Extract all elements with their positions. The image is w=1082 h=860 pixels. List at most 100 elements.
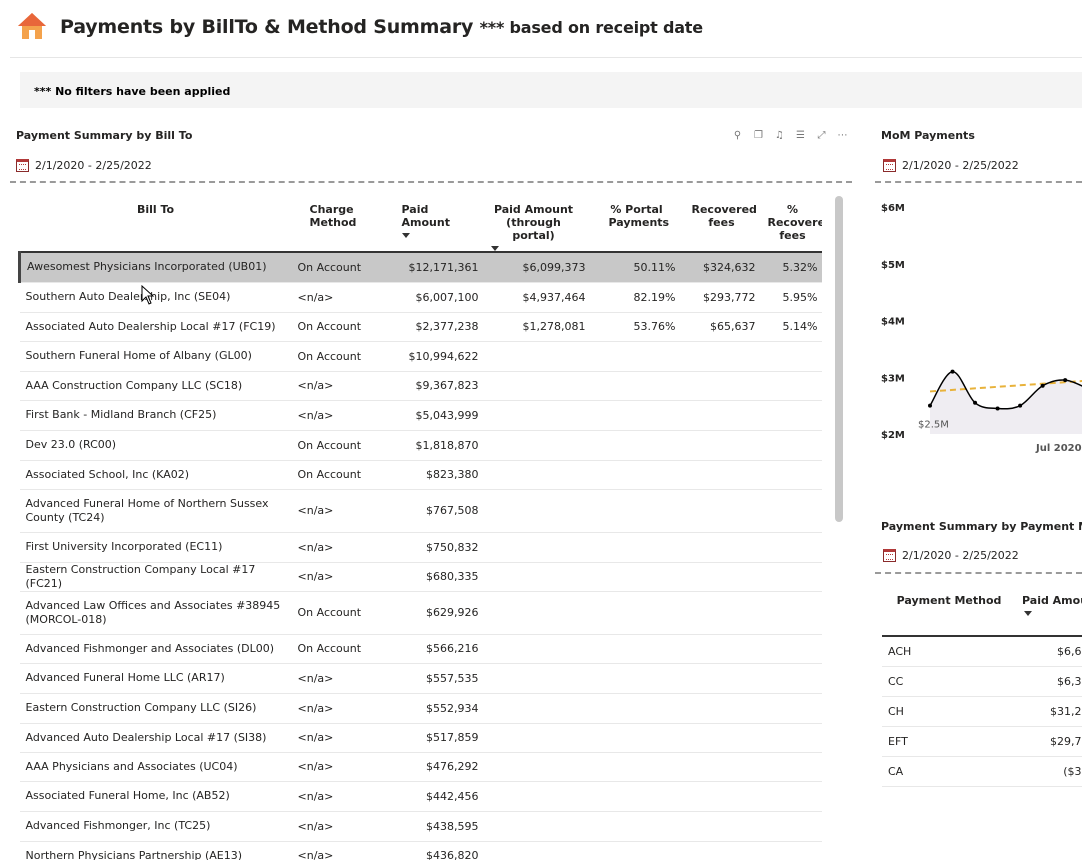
cell-pct-recovered [761,341,822,372]
cell-recovered [681,341,762,372]
cell-bill-to: Eastern Construction Company LLC (SI26) [19,693,292,724]
cell-method: On Account [291,252,384,283]
cell-bill-to: Associated School, Inc (KA02) [19,460,292,490]
cell-pct-portal [591,634,682,664]
table-row[interactable]: Northern Physicians Partnership (AE13) <n… [19,841,822,860]
data-point[interactable] [1063,378,1068,383]
data-point[interactable] [995,406,1000,411]
table-row[interactable]: AAA Physicians and Associates (UC04) <n/a… [19,752,822,782]
data-point[interactable] [1018,403,1023,408]
table-row[interactable]: Awesomest Physicians Incorporated (UB01)… [18,252,822,283]
cell-bill-to: Northern Physicians Partnership (AE13) [19,841,292,860]
cell-pct-portal [591,562,682,592]
cell-method: <n/a> [291,841,384,860]
table-row[interactable]: Eastern Construction Company LLC (SI26) <… [19,693,822,724]
table-row[interactable]: EFT$29,707,6 [882,726,1082,757]
cell-method: <n/a> [291,282,384,313]
bill-to-table: Bill To Charge Method Paid Amount Paid A… [18,195,822,860]
col-header-charge-method[interactable]: Charge Method [309,203,357,229]
cell-portal: $4,937,464 [484,282,592,313]
cell-recovered [681,371,762,401]
sort-descending-icon [1024,611,1032,616]
cell-method: <n/a> [291,400,384,431]
cell-pct-portal [591,460,682,490]
bill-to-date-range: 2/1/2020 - 2/25/2022 [16,157,152,173]
cell-paid: $517,859 [383,723,485,753]
table-row[interactable]: CC$6,335,8 [882,666,1082,697]
cell-portal [484,781,592,812]
cell-pct-portal [591,811,682,842]
cell-method: <n/a> [291,781,384,812]
table-row[interactable]: Southern Auto Dealership, Inc (SE04) <n/a… [19,282,822,313]
table-row[interactable]: First University Incorporated (EC11) <n/a… [19,532,822,563]
table-row[interactable]: Eastern Construction Company Local #17 (… [19,562,822,592]
table-row[interactable]: AAA Construction Company LLC (SC18) <n/a>… [19,371,822,401]
cell-bill-to: Southern Auto Dealership, Inc (SE04) [19,282,292,313]
col-header-pct-recovered[interactable]: % Recovered fees [767,203,823,242]
cell-recovered [681,489,762,533]
cell-portal [484,634,592,664]
table-row[interactable]: Southern Funeral Home of Albany (GL00) On… [19,341,822,372]
cell-pct-recovered [761,723,822,753]
cell-pct-portal [591,591,682,635]
table-row[interactable]: Associated Funeral Home, Inc (AB52) <n/a>… [19,781,822,812]
focus-mode-icon[interactable]: ⤢ [817,130,826,141]
data-point[interactable] [928,403,932,408]
data-point[interactable] [1040,383,1045,388]
report-header: Payments by BillTo & Method Summary *** … [0,0,1082,58]
data-point[interactable] [973,400,978,405]
table-row[interactable]: Advanced Fishmonger and Associates (DL00… [19,634,822,664]
method-date-text: 2/1/2020 - 2/25/2022 [902,548,1019,562]
notification-icon[interactable]: ♫ [775,130,784,141]
cell-bill-to: Advanced Funeral Home LLC (AR17) [19,663,292,694]
table-row[interactable]: CH$31,241,9 [882,696,1082,727]
cell-bill-to: AAA Construction Company LLC (SC18) [19,371,292,401]
col-header-paid-amount[interactable]: Paid Amount [384,195,485,252]
pin-icon[interactable]: ⚲ [733,130,742,141]
table-row[interactable]: Advanced Law Offices and Associates #389… [19,591,822,635]
cell-pct-recovered [761,811,822,842]
cell-paid: $5,043,999 [383,400,485,431]
cell-method: CH [882,696,1016,727]
cell-pct-recovered [761,430,822,461]
table-row[interactable]: Associated School, Inc (KA02) On Account $… [19,460,822,490]
filter-icon[interactable]: ☰ [796,130,805,141]
table-row[interactable]: Advanced Fishmonger, Inc (TC25) <n/a> $438… [19,811,822,842]
cell-portal [484,811,592,842]
col-header-pct-portal[interactable]: % Portal Payments [608,203,670,229]
cell-pct-recovered [761,591,822,635]
table-row[interactable]: Advanced Funeral Home LLC (AR17) <n/a> $55… [19,663,822,694]
table-row[interactable]: Advanced Auto Dealership Local #17 (SI38… [19,723,822,753]
sort-descending-icon [490,246,499,251]
home-icon[interactable] [16,11,48,41]
table-row[interactable]: Advanced Funeral Home of Northern Sussex… [19,489,822,533]
data-point[interactable] [950,369,955,374]
col-header-payment-method[interactable]: Payment Method [896,594,1002,607]
trend-line [929,380,1082,393]
cell-bill-to: Eastern Construction Company Local #17 (… [19,562,292,592]
bill-to-divider [10,181,852,183]
cell-bill-to: Advanced Fishmonger, Inc (TC25) [19,811,292,842]
table-row[interactable]: Associated Auto Dealership Local #17 (FC… [19,312,822,342]
table-row[interactable]: First Bank - Midland Branch (CF25) <n/a> $… [19,400,822,431]
mom-line-chart[interactable]: $6M $5M $4M $3M $2M $2.5M Jul 2020 [876,195,1082,465]
cell-portal [484,341,592,372]
col-header-method-paid[interactable]: Paid Amount [1016,590,1082,636]
y-tick-label: $4M [881,317,905,328]
table-row[interactable]: ACH$6,648,4 [882,636,1082,667]
bill-to-date-text: 2/1/2020 - 2/25/2022 [35,158,152,172]
cell-recovered: $65,637 [681,312,762,342]
col-header-bill-to[interactable]: Bill To [136,203,175,216]
table-scrollbar[interactable] [835,196,843,522]
sort-descending-icon [401,233,410,238]
more-options-icon[interactable]: ⋯ [837,130,848,141]
col-header-recovered-fees[interactable]: Recovered fees [691,203,757,229]
table-row[interactable]: CA($35,72 [882,756,1082,787]
cell-method: ACH [882,636,1016,667]
col-header-paid-portal[interactable]: Paid Amount (through portal) [485,195,592,252]
cell-method: On Account [291,591,384,635]
cell-portal [484,400,592,431]
table-row[interactable]: Dev 23.0 (RC00) On Account $1,818,870 [19,430,822,461]
copy-icon[interactable]: ❐ [754,130,763,141]
cell-bill-to: Associated Auto Dealership Local #17 (FC… [19,312,292,342]
